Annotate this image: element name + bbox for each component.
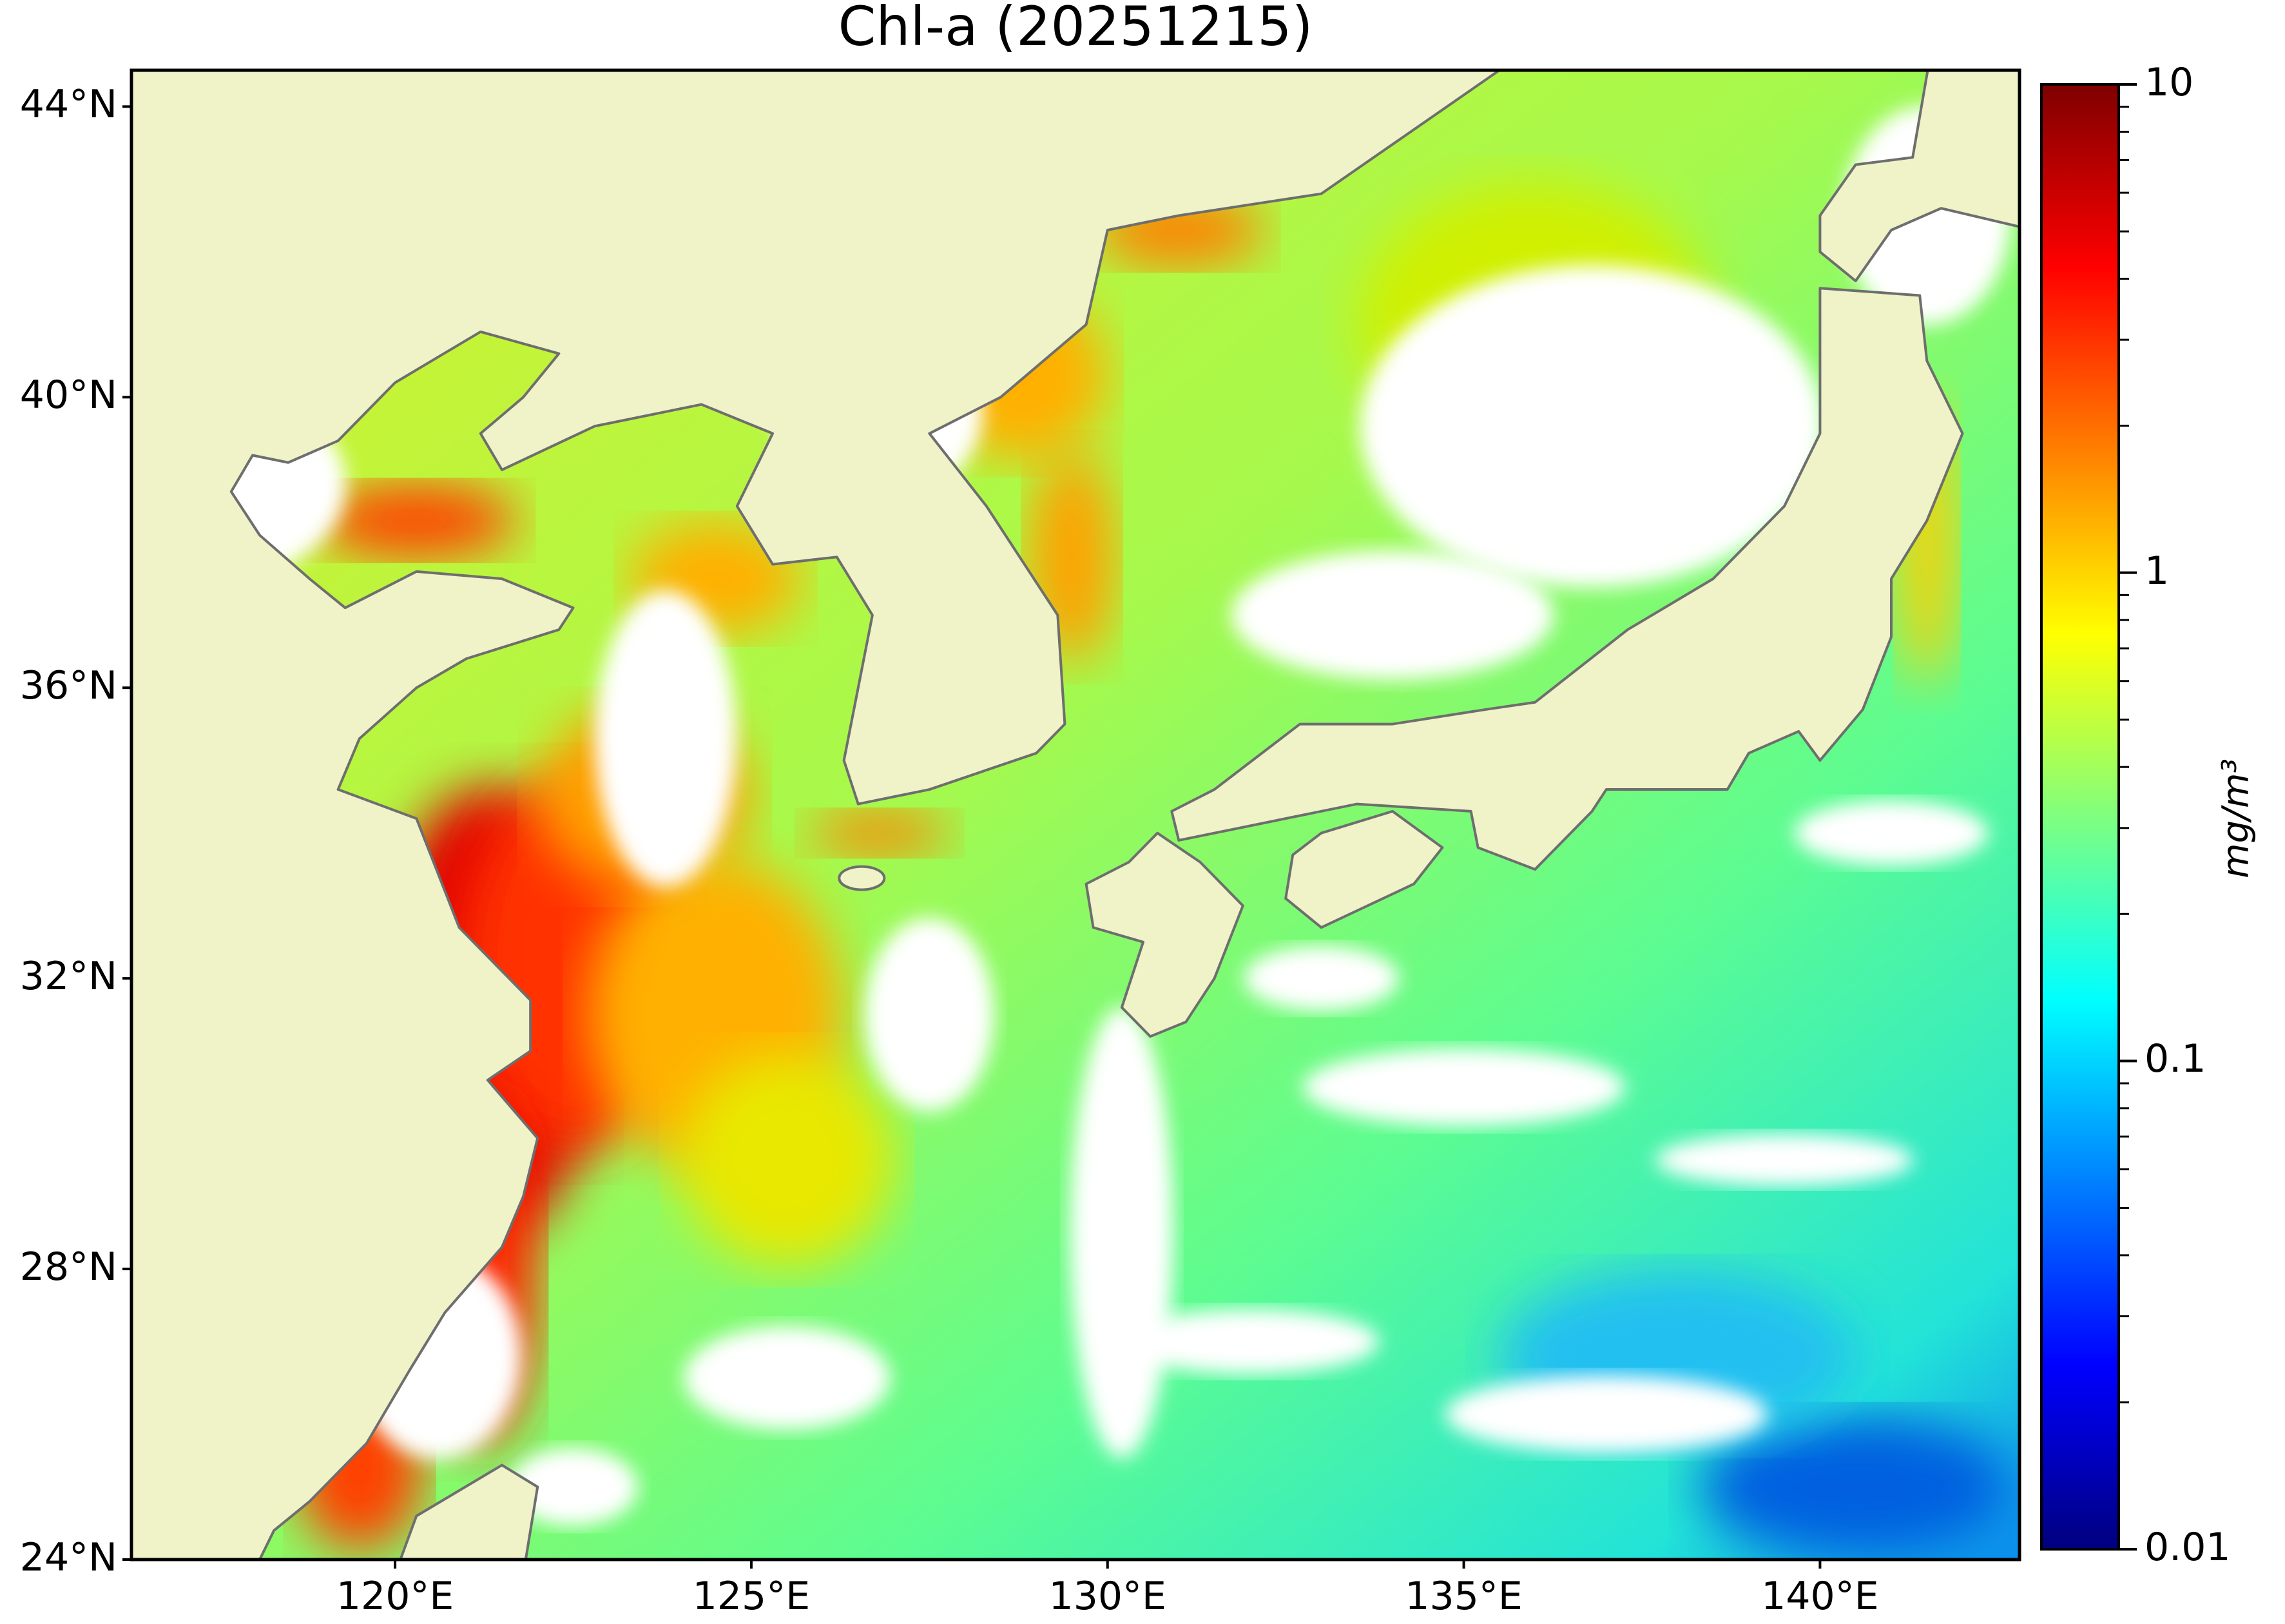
colorbar-gradient [2040,83,2120,1551]
colorbar-tick-label: 1 [2145,548,2170,594]
colorbar-ticks [2119,83,2137,1551]
cloud-patch [508,1448,638,1526]
lon-tick-label: 125°E [692,1574,811,1619]
lon-tick-label: 120°E [336,1574,454,1619]
chlorophyll-patch [808,811,950,855]
lat-tick-label: 28°N [19,1244,117,1290]
land-honshu [1170,287,1964,871]
lat-tick-label: 40°N [19,372,117,418]
chlorophyll-patch [680,1053,894,1266]
map-frame [130,68,2021,1561]
axis-ticks [122,105,1822,1569]
chlorophyll-patch [317,485,516,556]
cloud-patch [1070,1007,1173,1458]
cloud-patch [1445,1375,1768,1453]
colorbar [2040,83,2137,1551]
cloud-patch [684,1326,891,1430]
lon-tick-label: 140°E [1761,1574,1879,1619]
colorbar-unit-label: mg/m³ [2215,759,2257,878]
lat-tick-label: 24°N [19,1535,117,1580]
colorbar-tick-label: 0.01 [2145,1525,2231,1570]
land-shikoku [1284,809,1444,929]
land-hokkaido [1818,70,2020,282]
land-jeju [838,865,886,891]
map-title: Chl-a (20251215) [838,0,1313,58]
cloud-patch [1244,946,1399,1011]
cloud-patch [1360,265,1824,588]
colorbar-tick-label: 0.1 [2145,1036,2206,1082]
chlorophyll-patch [1699,1416,2012,1558]
land-masses [131,70,2020,1560]
cloud-patch [1231,550,1554,680]
land-taiwan [399,1464,539,1560]
land-kyushu [1085,831,1244,1038]
cloud-patch [595,590,737,887]
lat-tick-label: 32°N [19,954,117,1000]
lon-tick-label: 130°E [1048,1574,1166,1619]
cloud-patch [865,918,994,1112]
lon-tick-label: 135°E [1405,1574,1523,1619]
cloud-patch [1302,1049,1625,1126]
colorbar-tick-label: 10 [2145,60,2194,105]
cloud-patch [1655,1134,1914,1186]
map-plot-area [131,70,2020,1560]
lat-tick-label: 36°N [19,663,117,709]
lat-tick-label: 44°N [19,82,117,128]
cloud-patch [1794,800,1988,865]
land-asia-mainland [131,70,1501,1560]
cloud-patch [1121,1309,1379,1374]
